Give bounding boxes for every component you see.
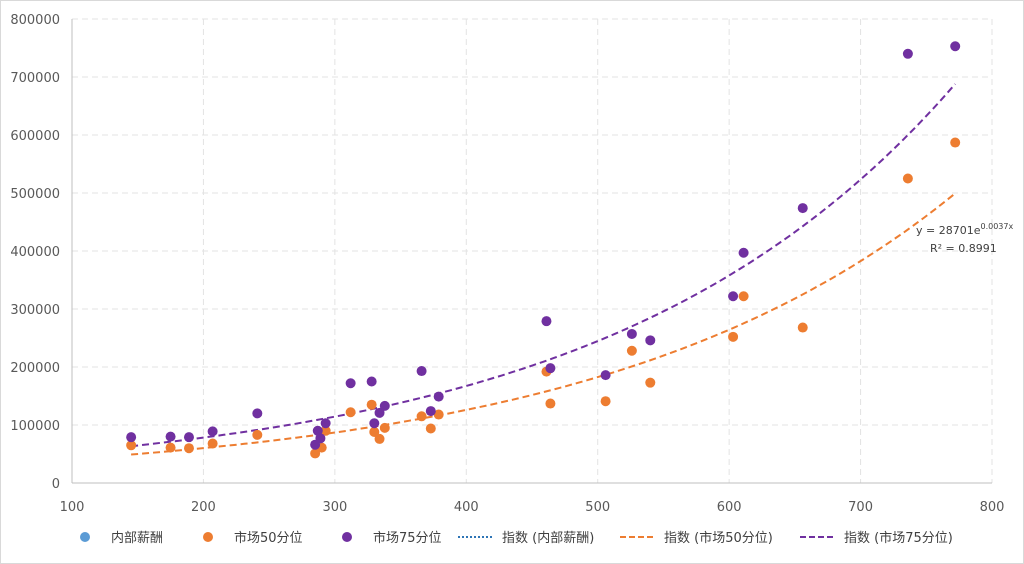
y-tick-label: 100000 [10,419,60,434]
data-point [738,291,749,302]
data-point [416,411,427,422]
x-tick-label: 400 [454,500,479,515]
data-point [374,407,385,418]
x-tick-label: 300 [322,500,347,515]
trendline [130,83,956,448]
data-point [797,203,808,214]
data-point [645,377,656,388]
data-point [600,396,611,407]
legend: 内部薪酬 市场50分位 市场75分位 指数 (内部薪酬) 指数 (市场50分位) 指数 (… [80,530,953,546]
data-point [797,322,808,333]
data-point [728,291,739,302]
y-tick-label: 500000 [10,187,60,202]
data-point [345,378,356,389]
data-point [126,440,137,451]
legend-label: 市场75分位 [373,530,442,546]
data-point [728,331,739,342]
data-point [310,448,321,459]
legend-label: 市场50分位 [234,530,303,546]
data-point [626,345,637,356]
y-tick-label: 300000 [10,303,60,318]
x-tick-label: 600 [717,500,742,515]
data-point [183,432,194,443]
y-tick-label: 400000 [10,245,60,260]
trendlines [130,83,956,456]
data-point [207,438,218,449]
legend-marker [203,532,213,542]
data-point [902,173,913,184]
data-point [545,398,556,409]
data-point [345,407,356,418]
legend-label: 指数 (内部薪酬) [502,530,594,546]
data-point [369,418,380,429]
legend-label: 指数 (市场50分位) [664,530,773,546]
y-tick-label: 800000 [10,13,60,28]
data-point [320,418,331,429]
data-point [433,409,444,420]
data-point [379,422,390,433]
data-point [545,363,556,374]
x-tick-label: 500 [585,500,610,515]
y-axis-ticks: 0 100000 200000 300000 400000 500000 600000 700… [10,13,60,492]
x-tick-label: 100 [60,500,85,515]
data-point [126,432,137,443]
data-point [312,425,323,436]
data-point [433,391,444,402]
data-point [626,328,637,339]
grid [72,18,993,483]
data-point [165,431,176,442]
data-point [252,408,263,419]
data-point [902,48,913,59]
axes [71,19,992,484]
y-tick-label: 600000 [10,129,60,144]
y-tick-label: 200000 [10,361,60,376]
data-point [541,316,552,327]
data-point [183,443,194,454]
y-tick-label: 700000 [10,71,60,86]
data-point [207,426,218,437]
data-point [320,425,331,436]
x-tick-label: 800 [980,500,1005,515]
x-tick-label: 200 [191,500,216,515]
data-point [600,370,611,381]
data-point [315,433,326,444]
data-point [416,366,427,377]
data-point [950,41,961,52]
trendline [131,192,956,456]
data-point [366,376,377,387]
trendline-equation: y = 28701e0.0037x R² = 0.8991 [916,222,1013,255]
legend-label: 内部薪酬 [111,530,163,546]
data-point [369,426,380,437]
legend-marker [80,532,90,542]
equation-text: y = 28701e0.0037x [916,222,1013,237]
legend-marker [342,532,352,542]
data-point [379,400,390,411]
data-point [252,429,263,440]
y-tick-label: 0 [52,477,60,492]
data-point [425,423,436,434]
r-squared-text: R² = 0.8991 [930,242,997,255]
data-point [165,442,176,453]
data-point [425,406,436,417]
data-points [126,41,961,459]
data-point [950,137,961,148]
x-axis-ticks: 100 200 300 400 500 600 700 800 [60,500,1005,515]
legend-label: 指数 (市场75分位) [844,530,953,546]
x-tick-label: 700 [848,500,873,515]
data-point [366,399,377,410]
data-point [738,247,749,258]
data-point [374,433,385,444]
data-point [645,335,656,346]
